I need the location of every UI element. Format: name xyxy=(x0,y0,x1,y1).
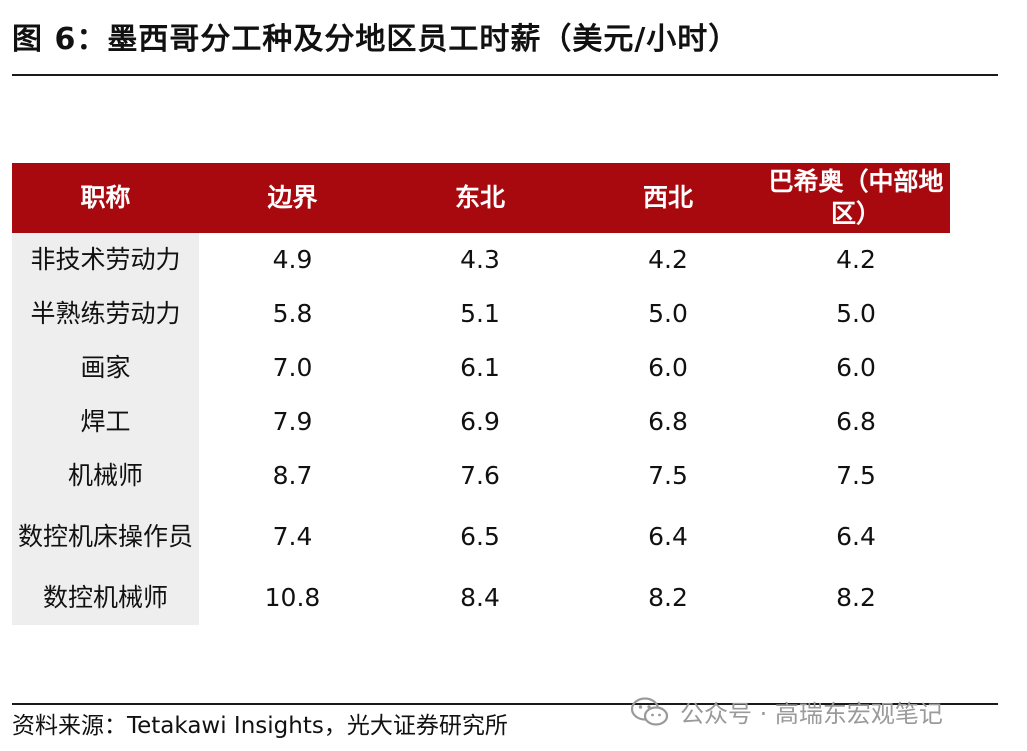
table-cell: 5.1 xyxy=(460,299,500,328)
table-cell: 6.0 xyxy=(648,353,688,382)
header-job-title: 职称 xyxy=(12,163,199,233)
table-header-row: 职称 边界 东北 西北 巴希奥（中部地区） xyxy=(12,163,950,233)
footer-divider xyxy=(12,703,998,705)
table-cell: 6.1 xyxy=(460,353,500,382)
wechat-icon xyxy=(630,696,669,726)
table-cell: 5.0 xyxy=(836,299,876,328)
row-label: 数控机械师 xyxy=(12,571,199,625)
table-cell: 7.0 xyxy=(272,353,313,382)
table-cell: 4.2 xyxy=(648,245,688,274)
table-row: 焊工 7.9 6.9 6.8 6.8 xyxy=(12,395,950,449)
header-bajio: 巴希奥（中部地区） xyxy=(762,163,950,233)
table-cell: 5.8 xyxy=(272,299,313,328)
table-cell: 6.8 xyxy=(648,407,688,436)
table-cell: 7.4 xyxy=(272,522,313,551)
table-row: 机械师 8.7 7.6 7.5 7.5 xyxy=(12,449,950,503)
title-divider xyxy=(12,74,998,76)
table-cell: 8.2 xyxy=(648,583,688,612)
table-cell: 6.8 xyxy=(836,407,876,436)
header-northwest: 西北 xyxy=(574,163,762,233)
table-cell: 4.9 xyxy=(272,245,313,274)
table-row: 数控机械师 10.8 8.4 8.2 8.2 xyxy=(12,571,950,625)
row-label: 数控机床操作员 xyxy=(12,503,199,571)
page-title: 图 6：墨西哥分工种及分地区员工时薪（美元/小时） xyxy=(12,22,740,57)
row-label: 非技术劳动力 xyxy=(12,233,199,287)
table-cell: 10.8 xyxy=(264,583,321,612)
table-cell: 8.2 xyxy=(836,583,876,612)
row-label: 半熟练劳动力 xyxy=(12,287,199,341)
header-northeast: 东北 xyxy=(386,163,574,233)
watermark-text: 公众号 · 高瑞东宏观笔记 xyxy=(680,700,943,728)
row-label: 焊工 xyxy=(12,395,199,449)
wage-table: 职称 边界 东北 西北 巴希奥（中部地区） 非技术劳动力 4.9 4.3 4.2… xyxy=(12,163,950,625)
table-cell: 4.2 xyxy=(836,245,876,274)
row-label: 机械师 xyxy=(12,449,199,503)
table-cell: 7.6 xyxy=(460,461,500,490)
watermark: 公众号 · 高瑞东宏观笔记 xyxy=(630,694,943,729)
table-cell: 6.0 xyxy=(836,353,876,382)
table-cell: 6.9 xyxy=(460,407,500,436)
table-cell: 5.0 xyxy=(648,299,688,328)
table-cell: 7.9 xyxy=(272,407,313,436)
source-note: 资料来源：Tetakawi Insights，光大证券研究所 xyxy=(12,713,508,739)
table-cell: 7.5 xyxy=(836,461,876,490)
table-cell: 6.4 xyxy=(648,522,688,551)
header-border: 边界 xyxy=(199,163,386,233)
table-row: 半熟练劳动力 5.8 5.1 5.0 5.0 xyxy=(12,287,950,341)
table-row: 画家 7.0 6.1 6.0 6.0 xyxy=(12,341,950,395)
table-row: 数控机床操作员 7.4 6.5 6.4 6.4 xyxy=(12,503,950,571)
table-cell: 8.7 xyxy=(272,461,313,490)
table-cell: 8.4 xyxy=(460,583,500,612)
table-row: 非技术劳动力 4.9 4.3 4.2 4.2 xyxy=(12,233,950,287)
table-cell: 6.4 xyxy=(836,522,876,551)
row-label: 画家 xyxy=(12,341,199,395)
table-cell: 4.3 xyxy=(460,245,500,274)
table-cell: 6.5 xyxy=(460,522,500,551)
table-cell: 7.5 xyxy=(648,461,688,490)
